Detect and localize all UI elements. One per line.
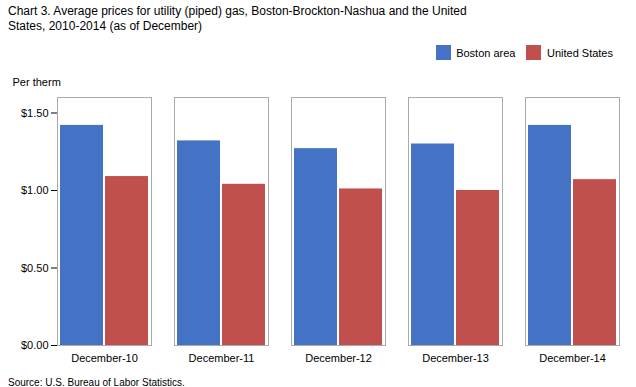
svg-text:$0.00: $0.00 [21,339,49,351]
svg-text:December-11: December-11 [189,352,255,364]
svg-text:December-13: December-13 [422,352,489,364]
svg-text:December-12: December-12 [305,352,372,364]
html-text:Source: U.S. Bureau of Labor S: Source: U.S. Bureau of Labor Statistics. [8,376,185,387]
html-text:United States: United States [547,46,613,59]
html-text:Boston area: Boston area [456,46,516,59]
svg-text:$1.50: $1.50 [21,106,49,118]
svg-text:$1.00: $1.00 [21,184,49,196]
svg-text:$0.50: $0.50 [21,261,49,273]
svg-text:December-10: December-10 [71,352,138,364]
svg-text:Per therm: Per therm [13,76,61,88]
svg-text:December-14: December-14 [539,352,606,364]
html-text:Chart 3. Average prices for ut: Chart 3. Average prices for utility (pip… [8,4,467,33]
